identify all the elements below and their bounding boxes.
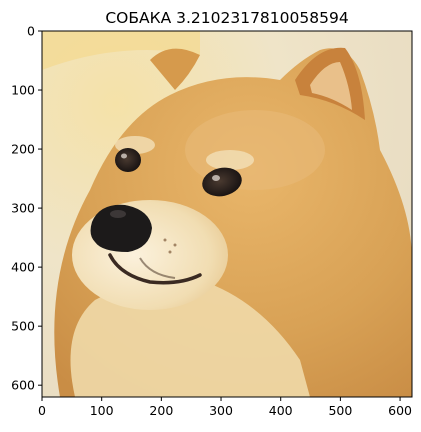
dog-mouth xyxy=(108,253,202,285)
y-tick-label: 600 xyxy=(11,378,35,393)
x-tick-label: 600 xyxy=(388,403,412,418)
y-tick-label: 400 xyxy=(11,260,35,275)
y-tick-label: 300 xyxy=(11,201,35,216)
x-tick-label: 0 xyxy=(38,403,46,418)
x-tick-label: 300 xyxy=(209,403,233,418)
x-tick-label: 400 xyxy=(269,403,293,418)
x-axis: 0 100 200 300 400 500 600 xyxy=(38,397,412,418)
y-tick-label: 100 xyxy=(11,83,35,98)
x-tick-label: 200 xyxy=(149,403,173,418)
x-tick-label: 500 xyxy=(328,403,352,418)
axes-frame xyxy=(41,30,413,398)
dog-image xyxy=(42,31,412,397)
dog-nose xyxy=(90,204,152,252)
y-tick-label: 500 xyxy=(11,319,35,334)
y-tick-label: 0 xyxy=(27,24,35,39)
y-axis: 0 100 200 300 400 500 600 xyxy=(11,24,42,393)
dog-eye-right xyxy=(202,167,242,197)
chart-title: СОБАКА 3.2102317810058594 xyxy=(105,9,348,27)
y-tick-label: 200 xyxy=(11,142,35,157)
dog-eye-left xyxy=(115,148,141,172)
x-tick-label: 100 xyxy=(90,403,114,418)
